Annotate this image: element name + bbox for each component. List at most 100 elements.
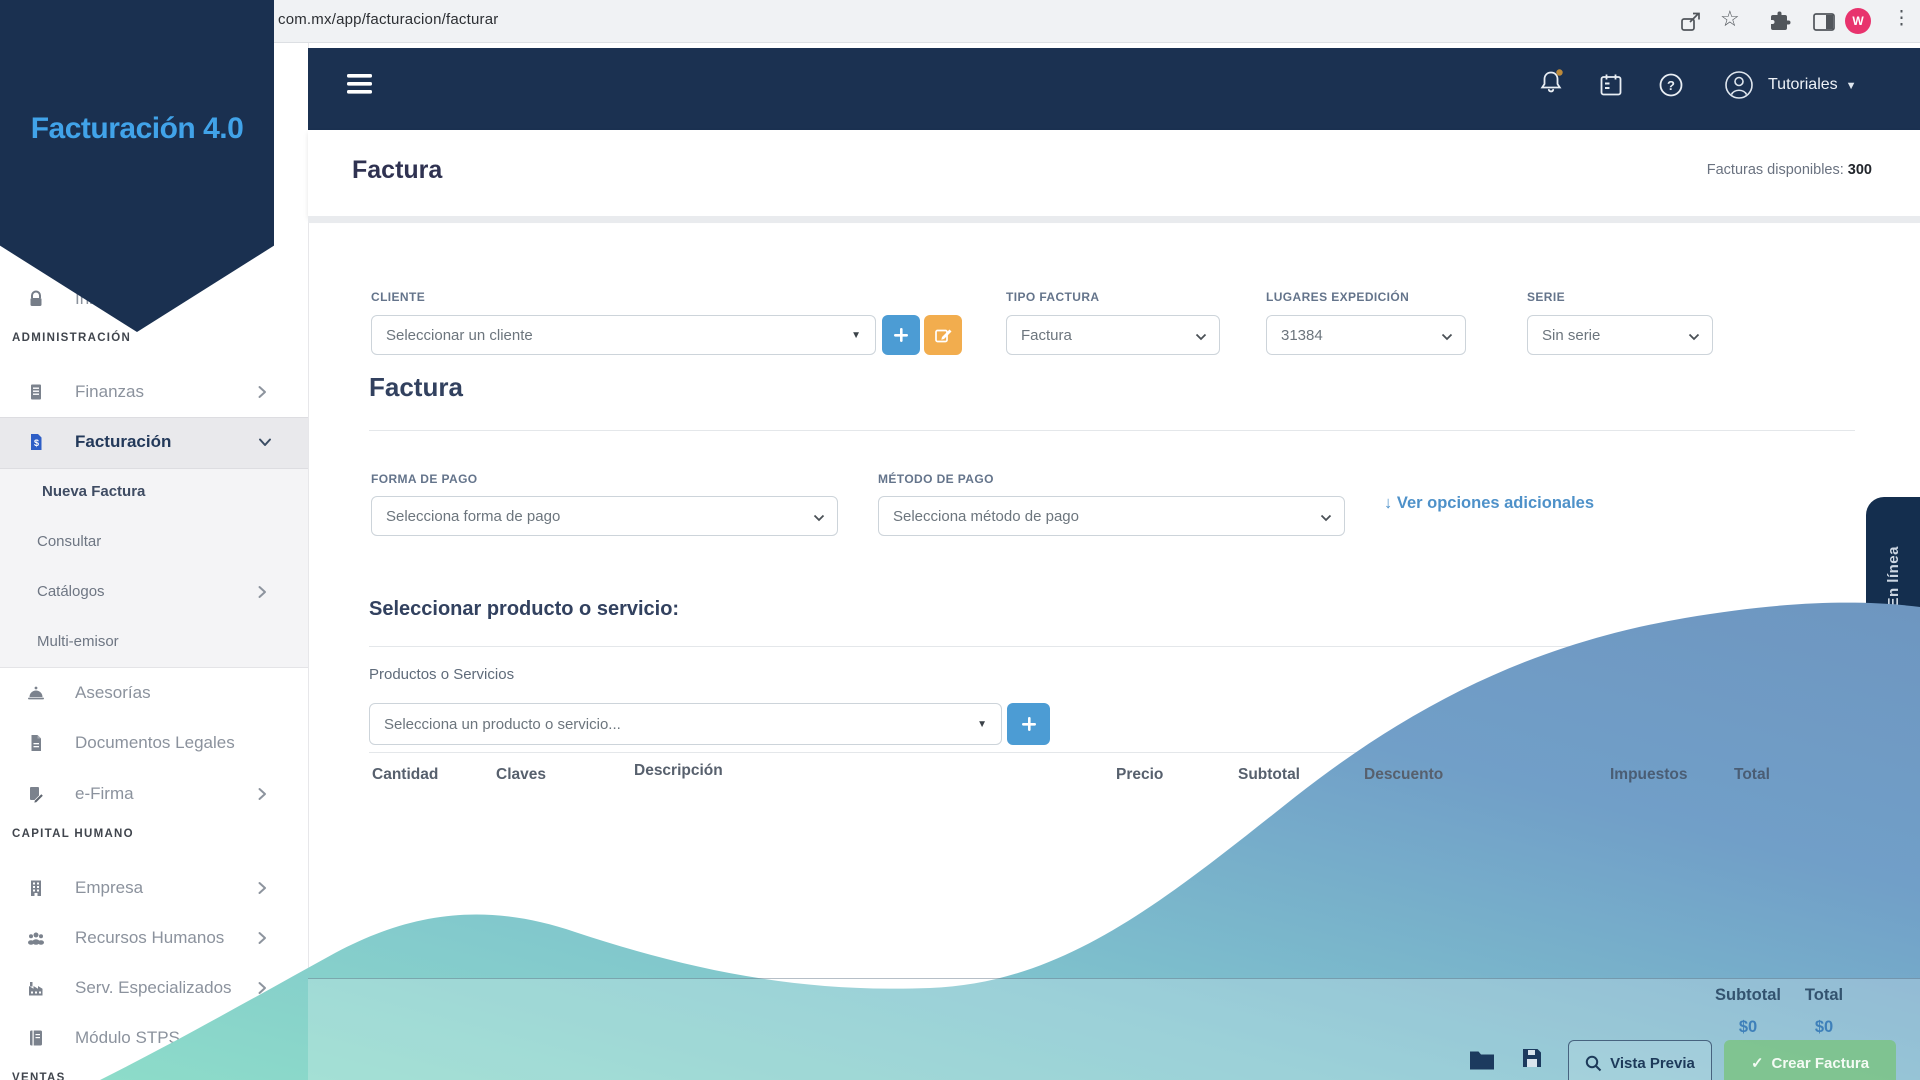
metodo-pago-label: MÉTODO DE PAGO [878, 472, 994, 486]
footer-subtotal-label: Subtotal [1715, 986, 1781, 1004]
folder-open-icon[interactable] [1468, 1048, 1496, 1070]
plus-icon [1021, 717, 1036, 731]
plus-icon [894, 328, 908, 342]
lock-icon [30, 290, 42, 306]
lugares-expedicion-select[interactable]: 31384 [1266, 315, 1466, 355]
edit-icon [934, 329, 951, 342]
sidebar-item-facturacion[interactable]: $ Facturación [0, 417, 308, 467]
productos-label: Productos o Servicios [369, 666, 515, 683]
browser-menu-dots-icon[interactable]: ⋮ [1892, 8, 1911, 29]
browser-address-bar[interactable]: com.mx/app/facturacion/facturar ☆ W ⋮ [0, 0, 1920, 43]
facturacion-icon: $ [31, 434, 42, 450]
extensions-puzzle-icon[interactable] [1768, 10, 1792, 34]
tipo-factura-label: TIPO FACTURA [1006, 290, 1100, 304]
asesorias-icon [28, 686, 44, 700]
share-icon[interactable] [1678, 10, 1702, 34]
select-chevron-icon [1441, 333, 1453, 341]
sidebar-item-nueva-factura[interactable]: Nueva Factura [42, 483, 146, 500]
select-chevron-icon [813, 514, 825, 522]
tipo-factura-select[interactable]: Factura [1006, 315, 1220, 355]
select-chevron-icon [1320, 514, 1332, 522]
ver-opciones-link[interactable]: ↓ Ver opciones adicionales [1384, 494, 1595, 512]
help-icon[interactable]: ? [1658, 72, 1684, 98]
footer-subtotal-value: $0 [1738, 1018, 1758, 1036]
sidebar-section-ventas: VENTAS [12, 1072, 66, 1080]
sidebar-section-administracion: ADMINISTRACIÓN [12, 332, 132, 344]
sidebar-item-consultar[interactable]: Consultar [37, 533, 102, 550]
producto-select[interactable]: Selecciona un producto o servicio... ▼ [369, 703, 1002, 745]
col-header-descripcion: Descripción [634, 762, 723, 779]
hamburger-icon [347, 74, 372, 94]
page-title: Factura [352, 156, 443, 184]
search-icon [1585, 1055, 1602, 1071]
chevron-right-icon [258, 386, 266, 398]
col-header-total: Total [1734, 766, 1770, 783]
invoices-available: Facturas disponibles: 300 [1706, 162, 1872, 178]
forma-pago-label: FORMA DE PAGO [371, 472, 478, 486]
title-divider [308, 216, 1920, 223]
sidebar-item-recursos-humanos[interactable]: Recursos Humanos [0, 913, 308, 963]
bookmark-star-icon[interactable]: ☆ [1720, 6, 1740, 31]
serie-label: SERIE [1527, 290, 1566, 304]
user-menu-tutoriales[interactable]: Tutoriales ▼ [1768, 76, 1857, 93]
col-header-claves: Claves [496, 766, 546, 783]
serie-select[interactable]: Sin serie [1527, 315, 1713, 355]
calendar-icon[interactable] [1598, 72, 1624, 98]
save-icon[interactable] [1520, 1046, 1544, 1070]
chevron-right-icon [258, 788, 266, 800]
sidebar-item-serv-especializados[interactable]: Serv. Especializados [0, 963, 308, 1013]
chevron-right-icon [258, 982, 266, 994]
section-divider [369, 646, 1855, 647]
factura-section-title: Factura [369, 372, 463, 402]
chevron-right-icon [258, 932, 266, 944]
section-divider [369, 430, 1855, 431]
forma-pago-select[interactable]: Selecciona forma de pago [371, 496, 838, 536]
cliente-label: CLIENTE [371, 290, 426, 304]
dropdown-arrow-icon: ▼ [977, 719, 987, 730]
add-producto-button[interactable] [1007, 703, 1050, 745]
svg-text:?: ? [1667, 78, 1675, 93]
browser-profile-avatar[interactable]: W [1845, 8, 1871, 34]
col-header-descuento: Descuento [1364, 766, 1444, 783]
sidebar-item-documentos-legales[interactable]: Documentos Legales [0, 718, 308, 768]
sidebar-item-modulo-stps[interactable]: Módulo STPS [0, 1013, 308, 1063]
side-panel-icon[interactable] [1812, 11, 1836, 33]
vista-previa-button[interactable]: Vista Previa [1568, 1040, 1712, 1080]
productos-section-title: Seleccionar producto o servicio: [369, 598, 680, 620]
invoices-available-count: 300 [1847, 162, 1872, 178]
sidebar-item-asesorias[interactable]: Asesorías [0, 668, 308, 718]
document-icon [31, 735, 41, 751]
sidebar-item-finanzas[interactable]: Finanzas [0, 367, 308, 417]
select-chevron-icon [1195, 333, 1207, 341]
col-header-cantidad: Cantidad [372, 766, 439, 783]
sidebar-section-capital-humano: CAPITAL HUMANO [12, 828, 134, 840]
check-icon: ✓ [1750, 1055, 1764, 1072]
sidebar-item-empresa[interactable]: Empresa [0, 863, 308, 913]
cliente-select[interactable]: Seleccionar un cliente ▼ [371, 315, 876, 355]
notifications-bell-icon[interactable] [1538, 68, 1566, 98]
notification-dot [1556, 69, 1563, 76]
url-text[interactable]: com.mx/app/facturacion/facturar [278, 11, 499, 28]
caret-down-icon: ▼ [1845, 80, 1857, 92]
chevron-down-icon [259, 438, 271, 446]
add-cliente-button[interactable] [882, 315, 920, 355]
metodo-pago-select[interactable]: Selecciona método de pago [878, 496, 1345, 536]
sidebar-item-efirma[interactable]: e-Firma [0, 769, 308, 819]
crear-factura-button[interactable]: ✓ Crear Factura [1724, 1040, 1896, 1080]
people-icon [28, 932, 44, 945]
sidebar-item-multi-emisor[interactable]: Multi-emisor [37, 633, 119, 650]
edit-cliente-button[interactable] [924, 315, 962, 355]
footer-total-label: Total [1804, 986, 1844, 1004]
col-header-impuestos: Impuestos [1610, 766, 1688, 783]
app-header [308, 48, 1920, 130]
user-avatar-icon[interactable] [1724, 70, 1754, 100]
book-icon [30, 1030, 42, 1046]
hamburger-menu-button[interactable] [347, 73, 373, 98]
arrow-down-icon: ↓ [1384, 494, 1397, 512]
chevron-right-icon [258, 882, 266, 894]
chevron-right-icon [258, 586, 266, 598]
sidebar-item-catalogos[interactable]: Catálogos [0, 567, 308, 617]
table-top-divider [369, 752, 1855, 753]
en-linea-tab[interactable]: En línea [1866, 497, 1920, 657]
